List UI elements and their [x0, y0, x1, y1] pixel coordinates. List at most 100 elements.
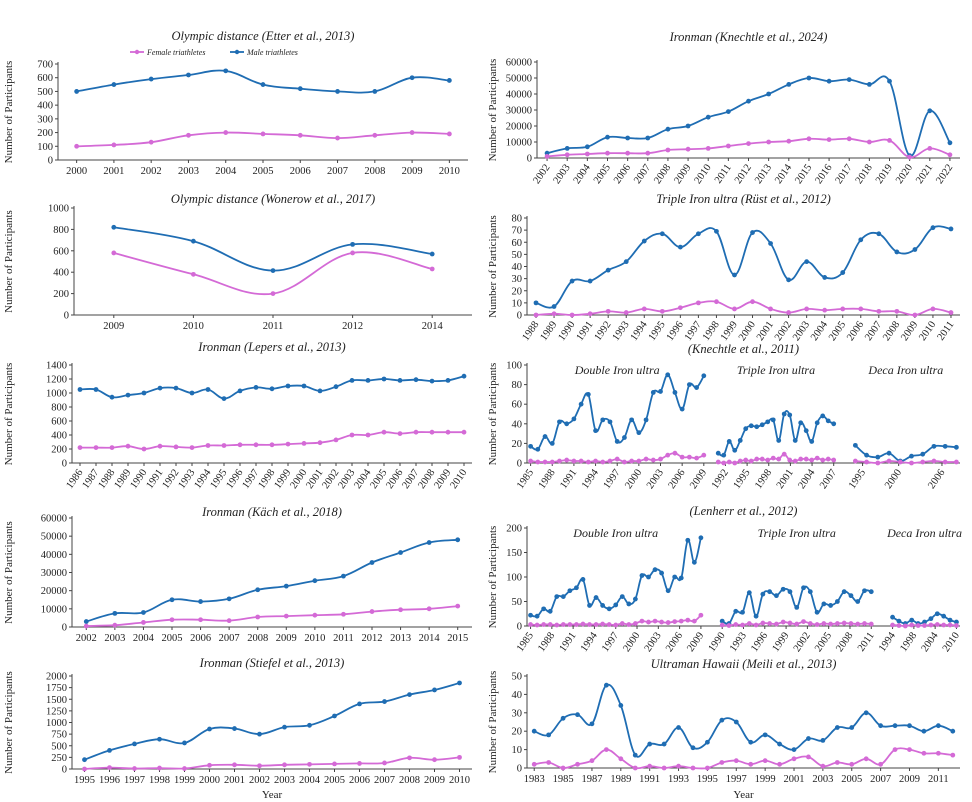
female-data-point [587, 622, 592, 627]
female-data-point [554, 622, 560, 628]
female-data-point [312, 612, 318, 618]
group-label: Deca Iron ultra [867, 363, 943, 377]
male-data-point [834, 725, 840, 730]
x-tick-label: 2004 [572, 162, 593, 186]
female-data-point [750, 299, 755, 305]
male-data-point [806, 75, 812, 81]
x-tick-label: 2008 [247, 633, 268, 644]
male-data-point [766, 91, 772, 97]
chart-title: (Knechtle et al., 2011) [688, 342, 799, 356]
female-data-point [831, 457, 837, 463]
female-series-line [84, 756, 460, 770]
male-data-point [840, 270, 846, 275]
female-data-point [257, 763, 262, 769]
male-data-point [821, 601, 827, 607]
female-data-point [714, 299, 719, 305]
y-tick-label: 400 [37, 101, 53, 112]
male-data-point [223, 68, 229, 74]
male-series-line [113, 226, 433, 272]
male-data-point [892, 723, 898, 729]
female-data-point [806, 136, 812, 142]
male-series-line [854, 444, 957, 462]
female-data-point [759, 456, 765, 462]
female-data-point [381, 429, 387, 435]
male-data-point [575, 712, 580, 718]
male-data-point [307, 722, 312, 728]
male-data-point [719, 717, 725, 723]
x-tick-label: 2011 [928, 774, 949, 785]
female-data-point [198, 617, 203, 623]
female-data-point [605, 150, 610, 156]
male-data-point [725, 109, 731, 114]
x-tick-label: 1998 [898, 631, 919, 655]
y-tick-label: 40 [512, 690, 523, 701]
female-data-point [317, 440, 323, 446]
female-data-point [927, 146, 933, 151]
legend-male-marker [234, 49, 240, 55]
female-data-point [455, 603, 461, 609]
male-data-point [341, 573, 346, 579]
female-data-point [623, 310, 629, 315]
x-tick-label: 2005 [592, 163, 613, 187]
y-tick-label: 600 [37, 73, 53, 84]
male-data-point [409, 75, 415, 81]
female-data-point [934, 622, 940, 627]
female-data-point [658, 456, 663, 462]
male-data-point [907, 723, 912, 729]
female-data-point [679, 454, 685, 460]
y-tick-label: 100 [506, 573, 522, 584]
x-tick-label: 1994 [877, 630, 898, 654]
x-tick-label: 1995 [208, 468, 229, 492]
male-data-point [593, 595, 599, 600]
male-data-point [369, 560, 375, 565]
female-data-point [173, 444, 179, 450]
male-data-point [912, 247, 918, 252]
female-data-point [804, 306, 810, 312]
x-tick-label: 1998 [753, 468, 774, 492]
male-data-point [457, 680, 462, 686]
x-tick-label: 2010 [449, 775, 470, 786]
male-data-point [801, 585, 806, 591]
female-data-point [232, 762, 237, 768]
y-tick-label: 10 [512, 745, 523, 756]
x-tick-label: 1992 [710, 468, 731, 492]
x-tick-label: 2006 [612, 163, 633, 187]
x-tick-label: 1992 [160, 468, 181, 492]
y-tick-label: 0 [62, 623, 67, 634]
male-data-point [107, 748, 112, 753]
female-data-point [547, 622, 553, 627]
male-data-point [584, 144, 590, 150]
chart-c3: Olympic distance (Wonerow et al., 2017) N… [3, 192, 472, 332]
male-data-point [894, 249, 900, 255]
male-data-point [726, 439, 732, 444]
x-tick-label: 2012 [362, 633, 383, 644]
female-data-point [858, 306, 864, 312]
female-data-point [685, 146, 691, 152]
x-tick-label: 2006 [190, 633, 211, 644]
female-data-point [593, 458, 598, 464]
male-data-point [890, 614, 895, 620]
male-data-point [282, 724, 287, 730]
x-tick-label: 2003 [645, 468, 666, 492]
female-data-point [892, 747, 898, 752]
female-data-point [652, 618, 658, 624]
female-data-point [549, 459, 555, 465]
male-data-point [887, 78, 892, 84]
female-data-point [603, 747, 609, 752]
female-data-point [349, 432, 355, 438]
female-data-point [622, 459, 627, 465]
male-data-point [157, 385, 163, 391]
male-data-point [260, 82, 266, 87]
male-data-point [614, 439, 620, 444]
male-data-point [665, 372, 671, 378]
y-tick-label: 100 [506, 361, 522, 372]
x-tick-label: 2012 [342, 321, 363, 332]
female-data-point [369, 609, 375, 614]
male-data-point [141, 390, 147, 396]
male-data-point [848, 593, 854, 599]
male-data-point [941, 613, 947, 619]
y-tick-label: 200 [53, 289, 69, 300]
female-data-point [822, 307, 828, 313]
female-data-point [676, 763, 681, 769]
male-data-point [786, 82, 792, 87]
